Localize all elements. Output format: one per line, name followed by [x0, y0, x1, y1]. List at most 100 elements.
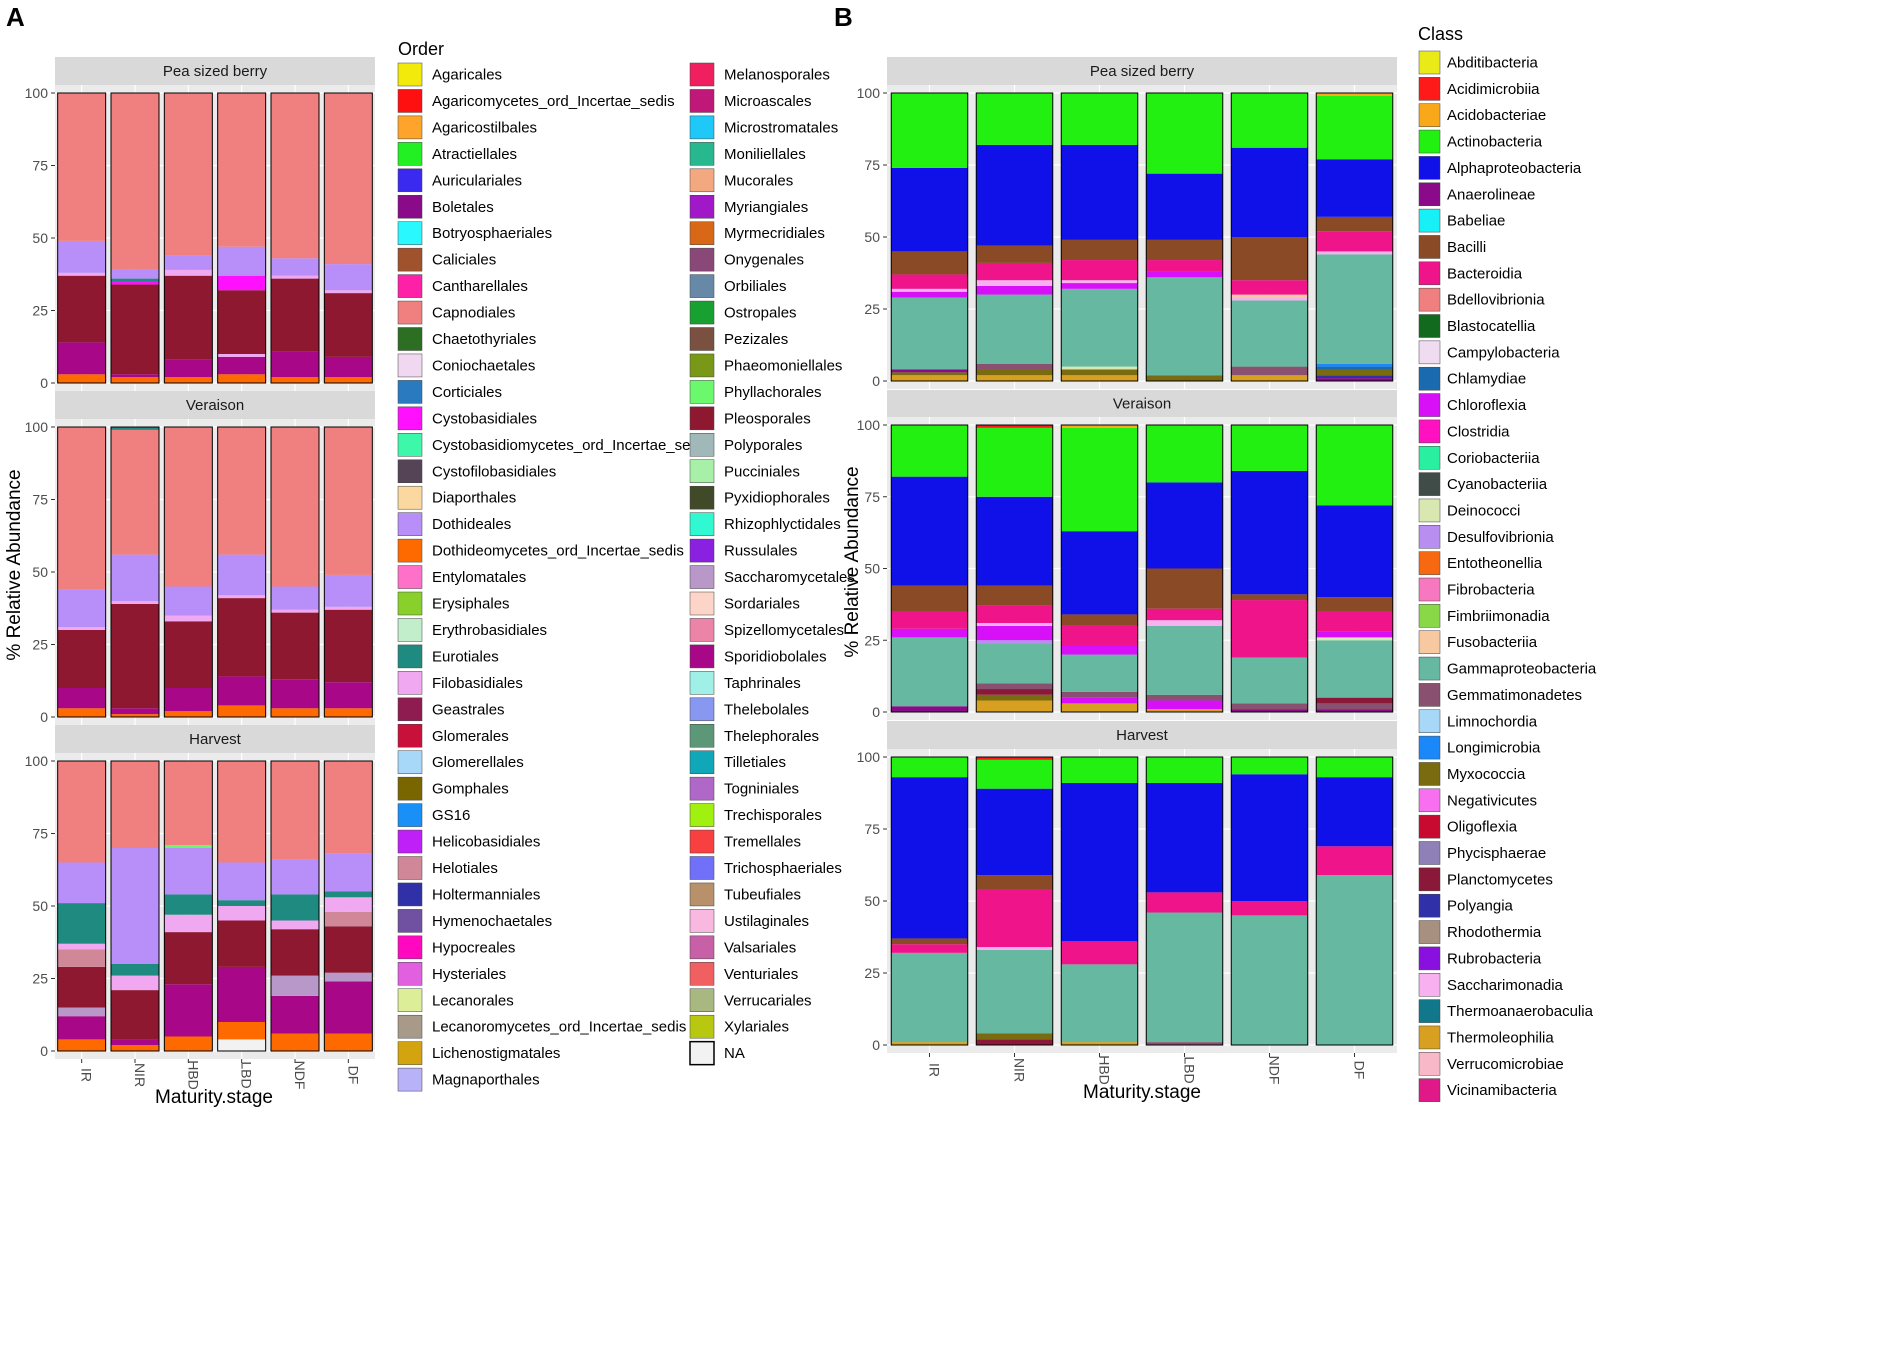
legend-key-pleosporales: [689, 406, 715, 431]
bar-segment-dothideomycetes-ord-incertae-sedis: [324, 377, 373, 383]
bar-segment-pleosporales: [57, 966, 106, 1008]
bar-segment-gammaproteobacteria: [976, 643, 1053, 684]
legend-label: Hypocreales: [432, 939, 515, 956]
bar-segment-actinobacteria: [1061, 757, 1138, 783]
legend-label: Valsariales: [724, 939, 796, 956]
bar-segment-gammaproteobacteria: [1061, 654, 1138, 692]
bar-segment-pleosporales: [271, 929, 319, 976]
x-tick-label: NDF: [1267, 1056, 1283, 1085]
legend-key-verrucomicrobiae: [1418, 1052, 1441, 1076]
bar-segment-gammaproteobacteria: [891, 952, 968, 1043]
bar-segment-saccharimonadia: [1061, 280, 1138, 284]
legend-key-agaricostilbales: [397, 115, 423, 140]
bar-outline: [57, 760, 107, 1052]
panel-a-y-axis-title: % Relative Abundance: [4, 469, 25, 660]
y-tick-label: 100: [25, 753, 49, 769]
legend-key-hymenochaetales: [397, 909, 423, 933]
bar-segment-sporidiobolales: [57, 688, 106, 709]
bar-outline: [890, 756, 969, 1046]
legend-key-corticiales: [397, 380, 423, 404]
bar-segment-dothideomycetes-ord-incertae-sedis: [57, 708, 106, 717]
legend-label: Myrmecridiales: [724, 225, 825, 242]
bar-segment-chloroflexia: [1316, 631, 1393, 638]
legend-label: Erysiphales: [432, 596, 510, 613]
bar-segment-alphaproteobacteria: [1231, 774, 1308, 901]
bar-segment-gemmatimonadetes: [1146, 1042, 1223, 1045]
legend-label: Orbiliales: [724, 278, 787, 295]
bar-segment-bacilli: [1146, 568, 1223, 609]
legend-label: Gemmatimonadetes: [1447, 687, 1582, 704]
bar-segment-gammaproteobacteria: [891, 637, 968, 707]
bar-segment-gammaproteobacteria: [1316, 640, 1393, 698]
bar-outline: [1315, 92, 1394, 382]
bar-segment-dothideales: [111, 269, 159, 279]
panel-a-facet-label: Harvest: [189, 731, 242, 748]
bar-segment-alphaproteobacteria: [1146, 482, 1223, 569]
bar-segment-chlamydiae: [1316, 366, 1393, 370]
bar-segment-gammaproteobacteria: [1146, 277, 1223, 376]
bar-segment-eurotiales: [111, 427, 159, 430]
legend-label: Lecanorales: [432, 992, 514, 1009]
bar-segment-thermoleophilia: [1061, 1042, 1138, 1045]
bar-segment-helotiales: [57, 949, 106, 967]
legend-label: Gammaproteobacteria: [1447, 661, 1597, 678]
bar-segment-myxococcia: [976, 694, 1053, 701]
bar-segment-filobasidiales: [57, 627, 106, 630]
legend-label: Rubrobacteria: [1447, 950, 1542, 967]
legend-key-atractiellales: [397, 142, 423, 166]
legend-key-verrucariales: [689, 988, 715, 1012]
bar-segment-pleosporales: [111, 990, 159, 1040]
bar-segment-dothideales: [111, 848, 159, 964]
legend-label: Microascales: [724, 93, 812, 110]
bar-segment-alphaproteobacteria: [1061, 144, 1138, 240]
legend-key-fusobacteriia: [1418, 630, 1441, 654]
bar-segment-dothideomycetes-ord-incertae-sedis: [271, 377, 319, 383]
bar-segment-capnodiales: [111, 761, 159, 848]
bar-outline: [323, 760, 373, 1052]
bar-segment-alphaproteobacteria: [976, 788, 1053, 876]
legend-label: Fimbriimonadia: [1447, 608, 1550, 625]
bar-segment-acidimicrobiia: [976, 757, 1053, 760]
legend-key-helotiales: [397, 856, 423, 880]
bar-segment-pleosporales: [271, 612, 319, 680]
bar-segment-gemmatimonadetes: [1146, 694, 1223, 701]
bar-segment-pleosporales: [324, 609, 373, 683]
bar-segment-bacteroidia: [1231, 901, 1308, 916]
bar-outline: [217, 760, 267, 1052]
bar-segment-phyllachorales: [164, 845, 213, 848]
legend-key-agaricomycetes-ord-incertae-sedis: [397, 89, 423, 113]
bar-segment-chloroflexia: [891, 628, 968, 638]
bar-segment-anaerolineae: [891, 706, 968, 712]
bar-segment-eurotiales: [111, 278, 159, 282]
y-tick-label: 50: [864, 561, 880, 577]
bar-outline: [1145, 92, 1224, 382]
y-tick-label: 0: [872, 704, 880, 720]
bar-segment-dothideomycetes-ord-incertae-sedis: [57, 1039, 106, 1051]
bar-segment-dothideomycetes-ord-incertae-sedis: [324, 708, 373, 717]
legend-key-acidimicrobiia: [1418, 77, 1441, 101]
bar-segment-sporidiobolales: [271, 679, 319, 709]
bar-segment-pleosporales: [217, 920, 266, 967]
legend-key-cystofilobasidiales: [397, 459, 423, 483]
legend-label: Thermoleophilia: [1447, 1029, 1554, 1046]
legend-key-cyanobacteriia: [1418, 472, 1441, 496]
bar-segment-sporidiobolales: [164, 688, 213, 712]
bar-segment-eurotiales: [217, 900, 266, 906]
bar-segment-actinobacteria: [1231, 425, 1308, 471]
legend-label: Cystobasidiales: [432, 410, 537, 427]
legend-label: Sordariales: [724, 596, 800, 613]
panel-a-facet-label: Veraison: [186, 397, 244, 414]
legend-label: Taphrinales: [724, 675, 801, 692]
bar-segment-sporidiobolales: [111, 374, 159, 378]
bar-outline: [323, 426, 373, 718]
bar-segment-filobasidiales: [164, 269, 213, 276]
bar-segment-pleosporales: [217, 290, 266, 354]
legend-label: Abditibacteria: [1447, 55, 1539, 72]
legend-key-tremellales: [689, 829, 715, 854]
y-tick-label: 0: [40, 375, 48, 391]
bar-segment-sporidiobolales: [164, 984, 213, 1037]
legend-key-magnaporthales: [397, 1067, 423, 1092]
bar-segment-bacteroidia: [1316, 846, 1393, 876]
legend-key-phycisphaerae: [1418, 841, 1441, 865]
bar-segment-bacilli: [976, 585, 1053, 606]
